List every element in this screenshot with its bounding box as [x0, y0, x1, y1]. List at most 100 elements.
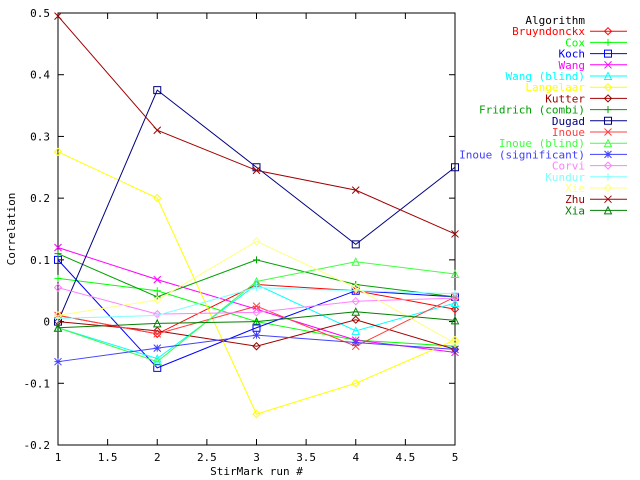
legend-marker — [603, 161, 613, 170]
legend-marker — [604, 60, 612, 69]
data-point — [54, 357, 62, 366]
data-point — [153, 295, 162, 305]
legend-item-zhu: Zhu — [565, 193, 627, 206]
data-point — [351, 338, 360, 347]
legend-marker — [604, 116, 612, 125]
legend-marker — [603, 205, 613, 215]
data-point — [252, 237, 261, 246]
series-xia — [53, 307, 460, 332]
data-point — [351, 379, 360, 388]
series-line — [57, 15, 456, 235]
data-point — [153, 193, 162, 203]
y-tick-label: 0.4 — [30, 69, 50, 82]
legend-label: Kundur — [545, 171, 585, 184]
legend-label: Corvi — [552, 160, 585, 173]
y-tick-label: -0.2 — [24, 439, 51, 452]
data-point — [450, 338, 460, 348]
data-point — [252, 342, 261, 351]
data-point — [152, 357, 162, 366]
data-point — [54, 243, 62, 252]
legend-label: Inoue (blind) — [499, 137, 585, 150]
y-tick-label: -0.1 — [24, 377, 51, 390]
data-point — [451, 163, 459, 172]
legend-marker — [604, 49, 612, 58]
data-point — [153, 126, 162, 135]
series-line — [57, 240, 456, 344]
x-tick-label: 4 — [352, 451, 359, 464]
data-point — [451, 345, 459, 354]
data-point — [450, 305, 460, 314]
legend-label: Kutter — [545, 92, 585, 105]
data-point — [54, 274, 62, 282]
data-point — [53, 323, 63, 332]
data-point — [351, 326, 361, 335]
legend-marker — [603, 94, 613, 103]
data-point — [450, 298, 460, 308]
data-point — [351, 307, 361, 316]
series-zhu — [54, 12, 459, 238]
data-point — [252, 409, 261, 419]
data-point — [252, 166, 261, 175]
legend-label: Inoue — [552, 126, 585, 139]
data-point — [153, 363, 162, 372]
series-xie — [53, 237, 460, 348]
x-axis: 1 1.5 2 2.5 3 3.5 4 4.5 5 — [55, 13, 458, 464]
series-line — [57, 311, 456, 329]
plot-area — [57, 12, 456, 446]
y-tick-label: 0.1 — [30, 254, 50, 267]
legend-item-xia: Xia — [565, 204, 627, 217]
data-point — [153, 311, 161, 319]
data-point — [153, 330, 162, 338]
data-point — [53, 283, 63, 292]
legend-label: Cox — [565, 36, 585, 49]
legend-item-fridrich-combi: Fridrich (combi) — [479, 104, 627, 117]
legend-item-bruyndonckx: Bruyndonckx — [512, 25, 627, 38]
x-tick-label: 1.5 — [98, 451, 118, 464]
legend-marker — [603, 26, 613, 36]
data-point — [153, 287, 161, 295]
series-langelaar — [53, 147, 460, 419]
data-point — [451, 230, 459, 238]
y-tick-label: 0.3 — [30, 130, 50, 143]
legend-label: Dugad — [552, 115, 585, 128]
data-point — [53, 147, 63, 157]
legend-item-inoue: Inoue — [552, 126, 627, 139]
legend-item-kundur: Kundur — [545, 171, 627, 184]
x-tick-label: 4.5 — [395, 451, 415, 464]
legend-marker — [603, 82, 613, 92]
data-point — [351, 283, 360, 292]
data-point — [450, 293, 460, 303]
legend-marker — [604, 150, 612, 159]
data-point — [153, 344, 162, 352]
data-point — [351, 286, 360, 295]
legend-item-xie: Xie — [565, 182, 627, 195]
legend-marker — [603, 183, 613, 193]
series-line — [57, 259, 456, 369]
data-point — [450, 269, 460, 279]
legend-marker — [603, 138, 613, 148]
legend-label: Koch — [559, 48, 586, 61]
legend-item-inoue-blind: Inoue (blind) — [499, 137, 627, 150]
legend-marker — [604, 106, 612, 114]
data-point — [450, 315, 460, 325]
x-tick-label: 3 — [253, 451, 260, 464]
legend-label: Xia — [565, 204, 585, 217]
legend-marker — [603, 71, 613, 80]
series-inoue-significant — [54, 331, 459, 366]
data-point — [54, 12, 62, 20]
legend-item-langelaar: Langelaar — [525, 81, 627, 94]
legend-title: Algorithm — [525, 14, 585, 27]
x-tick-label: 3.5 — [296, 451, 316, 464]
x-tick-label: 2 — [154, 451, 161, 464]
legend-marker — [604, 38, 612, 46]
data-point — [252, 323, 261, 332]
series-line — [57, 261, 456, 363]
y-axis-label: Correlation — [5, 193, 18, 266]
data-point — [54, 250, 62, 258]
data-point — [153, 275, 162, 284]
series-line — [57, 89, 456, 322]
legend-label: Bruyndonckx — [512, 25, 585, 38]
data-point — [451, 290, 459, 298]
legend-item-wang-blind: Wang (blind) — [506, 70, 627, 83]
